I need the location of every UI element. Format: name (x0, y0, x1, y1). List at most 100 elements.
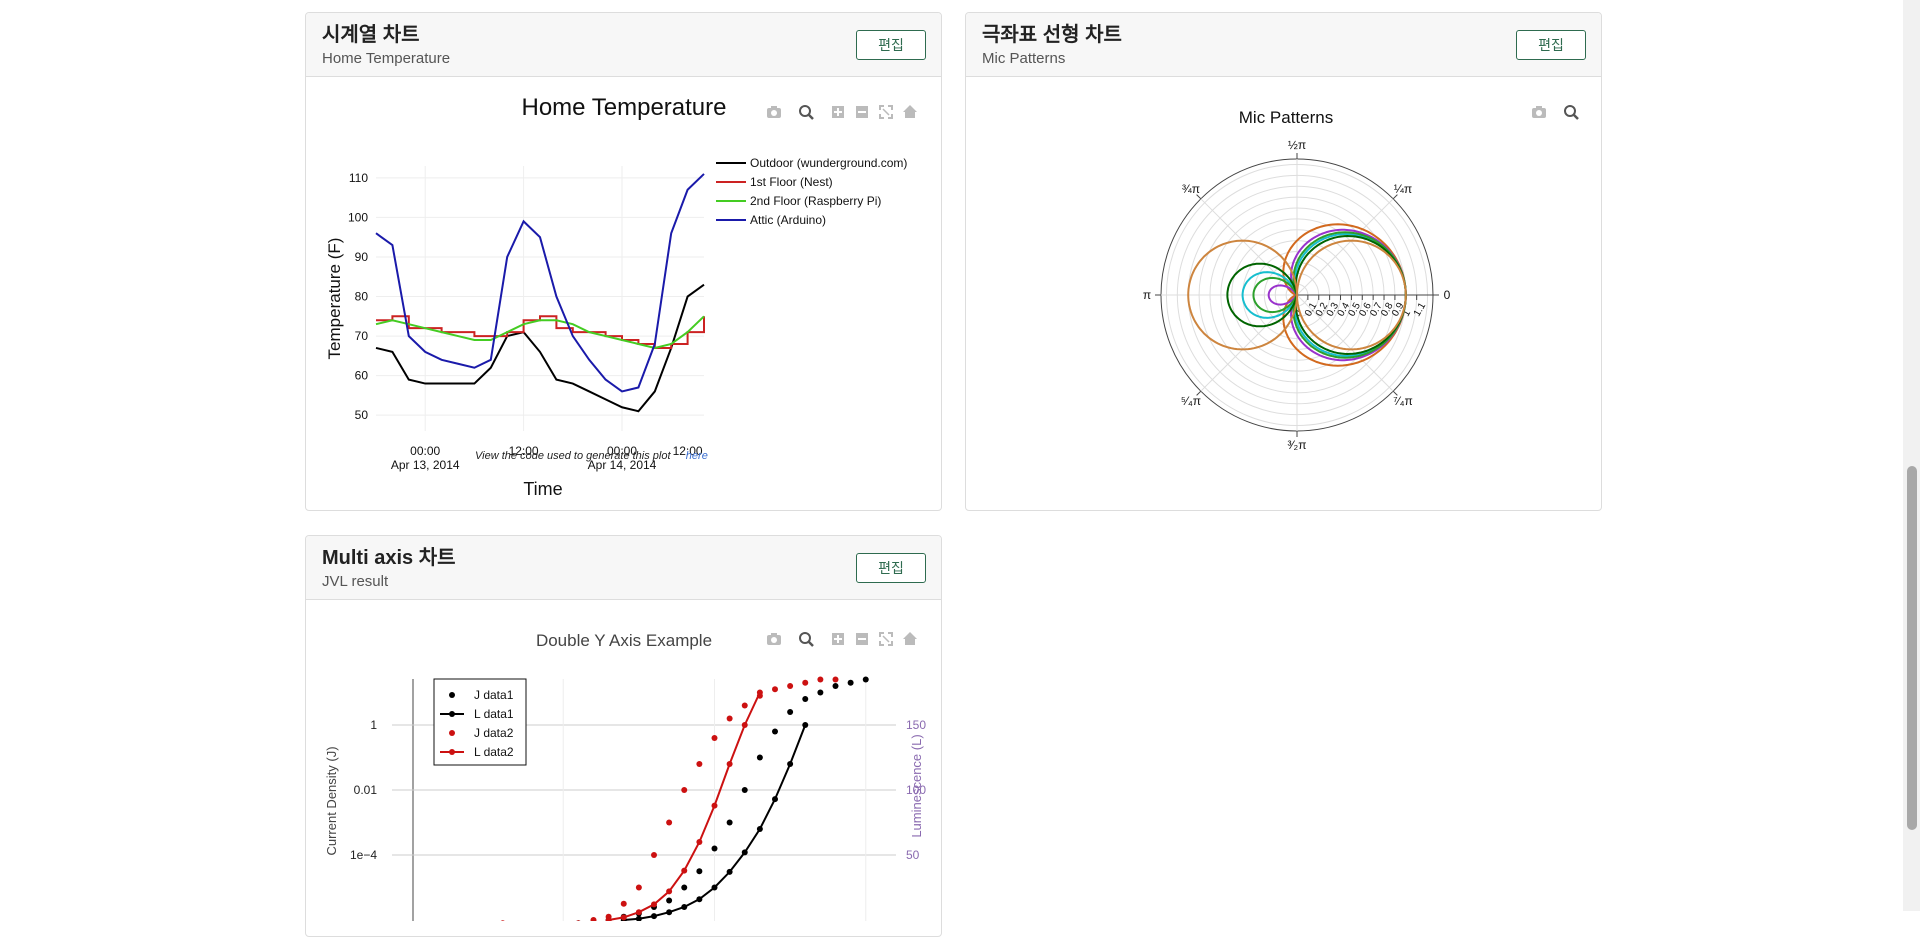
data-point (711, 845, 718, 852)
zoom-in-icon[interactable] (832, 106, 844, 118)
data-point (726, 715, 733, 722)
y-axis-label: Current Density (J) (324, 746, 339, 855)
card-header: 극좌표 선형 차트 Mic Patterns 편집 (966, 13, 1601, 77)
angular-tick-label: ⁷⁄₄π (1393, 394, 1413, 408)
autoscale-icon[interactable] (879, 632, 893, 646)
timeseries-chart[interactable]: Home Temperature 50 60 70 80 90 100 110 00:00 12:… (306, 78, 939, 508)
data-point (741, 722, 748, 728)
legend: Outdoor (wunderground.com) 1st Floor (Nes… (716, 156, 907, 227)
angular-tick-label: ⁵⁄₄π (1181, 394, 1201, 408)
data-point (635, 915, 642, 922)
legend-label: L data2 (474, 745, 514, 759)
card-subtitle: JVL result (322, 573, 389, 590)
angular-tick-label: π (1143, 288, 1151, 302)
autoscale-icon[interactable] (879, 105, 893, 119)
scrollbar[interactable] (1903, 0, 1920, 911)
angular-tick (1392, 194, 1398, 200)
data-point (772, 728, 778, 735)
legend-label: J data1 (474, 688, 514, 702)
camera-icon[interactable] (1532, 106, 1546, 118)
series-line (375, 283, 705, 413)
annotation-link[interactable]: here (686, 450, 708, 462)
x-tick-date: Apr 13, 2014 (391, 458, 460, 472)
data-point (681, 787, 688, 793)
legend-label: J data2 (474, 726, 514, 740)
data-point (651, 913, 657, 920)
multiaxis-chart[interactable]: Double Y Axis Example 1 150 0.01 100 1e−4 50 Cu… (306, 601, 939, 936)
zoom-out-icon[interactable] (856, 106, 868, 118)
camera-icon[interactable] (767, 106, 781, 118)
y2-axis-label: Luminescence (L) (909, 734, 924, 837)
edit-button[interactable]: 편집 (856, 30, 926, 60)
data-point (741, 787, 748, 793)
legend-marker (449, 730, 455, 736)
data-point (832, 676, 839, 683)
radial-tick-label: 1 (1401, 308, 1414, 319)
series-line (375, 173, 705, 393)
data-point (620, 900, 627, 907)
angular-tick-label: ¼π (1394, 182, 1412, 196)
zoom-icon[interactable] (799, 105, 814, 120)
radial-tick-label: 0 (1292, 308, 1305, 319)
y-tick-label: 90 (355, 250, 369, 264)
polar-series-line (1267, 228, 1407, 362)
data-point (681, 867, 688, 874)
data-point (651, 901, 657, 908)
zoom-in-icon[interactable] (832, 633, 844, 645)
polar-chart[interactable]: Mic Patterns0¼π½π¾ππ⁵⁄₄π³⁄₂π⁷⁄₄π00.10.20… (966, 78, 1599, 508)
chart-container: Home Temperature 50 60 70 80 90 100 110 00:00 12:… (306, 78, 941, 510)
chart-container: Mic Patterns 0 ¼π ½π ¾π π ⁵⁄₄π ³⁄₂π ⁷⁄₄π 0 0.1 0.2 0… (966, 78, 1601, 510)
edit-button[interactable]: 편집 (1516, 30, 1586, 60)
scrollbar-thumb[interactable] (1907, 466, 1917, 830)
data-point (772, 686, 778, 693)
data-point (787, 761, 794, 767)
zoom-icon[interactable] (799, 632, 814, 647)
reset-axes-icon[interactable] (903, 105, 917, 118)
data-point (756, 689, 763, 696)
card-title: 극좌표 선형 차트 (982, 24, 1122, 46)
chart-title: Mic Patterns (1239, 108, 1333, 127)
angular-tick-label: ³⁄₂π (1288, 438, 1307, 452)
reset-axes-icon[interactable] (903, 632, 917, 645)
y-tick-label: 50 (355, 408, 369, 422)
angular-tick (1196, 390, 1202, 396)
polar-series-line (1252, 231, 1407, 359)
y-tick-label: 100 (348, 210, 368, 224)
data-point (711, 884, 718, 891)
angular-tick (1392, 390, 1398, 396)
card-header: Multi axis 차트 JVL result 편집 (306, 536, 941, 600)
data-point (590, 917, 597, 923)
x-tick-label: 00:00 (410, 444, 440, 458)
angular-tick-label: ¾π (1182, 182, 1200, 196)
chart-title: Double Y Axis Example (536, 631, 712, 650)
data-point (756, 754, 763, 761)
data-point (726, 819, 733, 826)
data-point (696, 761, 703, 767)
y-tick-label: 110 (349, 171, 368, 185)
data-point (726, 761, 733, 767)
edit-button[interactable]: 편집 (856, 553, 926, 583)
x-axis-label: Time (523, 479, 562, 499)
data-point (681, 884, 688, 891)
data-point (696, 868, 703, 875)
y2-tick-label: 150 (906, 718, 926, 732)
card-multiaxis: Multi axis 차트 JVL result 편집 Double Y Axi… (305, 535, 942, 937)
data-point (666, 888, 673, 895)
x-tick-label: 12:00 (509, 444, 539, 458)
data-point (756, 826, 763, 832)
data-point (802, 722, 809, 728)
modebar (767, 632, 917, 647)
legend-marker (449, 692, 455, 698)
data-point (802, 696, 809, 702)
legend-label: 1st Floor (Nest) (750, 175, 833, 189)
y-tick-label: 0.01 (354, 783, 378, 797)
legend-label: Outdoor (wunderground.com) (750, 156, 907, 170)
zoom-out-icon[interactable] (856, 633, 868, 645)
camera-icon[interactable] (767, 633, 781, 645)
legend-marker (449, 749, 455, 755)
data-point (666, 909, 673, 916)
data-point (499, 920, 506, 927)
angular-tick-label: ½π (1288, 138, 1306, 152)
data-point (787, 683, 794, 689)
zoom-icon[interactable] (1564, 105, 1579, 120)
